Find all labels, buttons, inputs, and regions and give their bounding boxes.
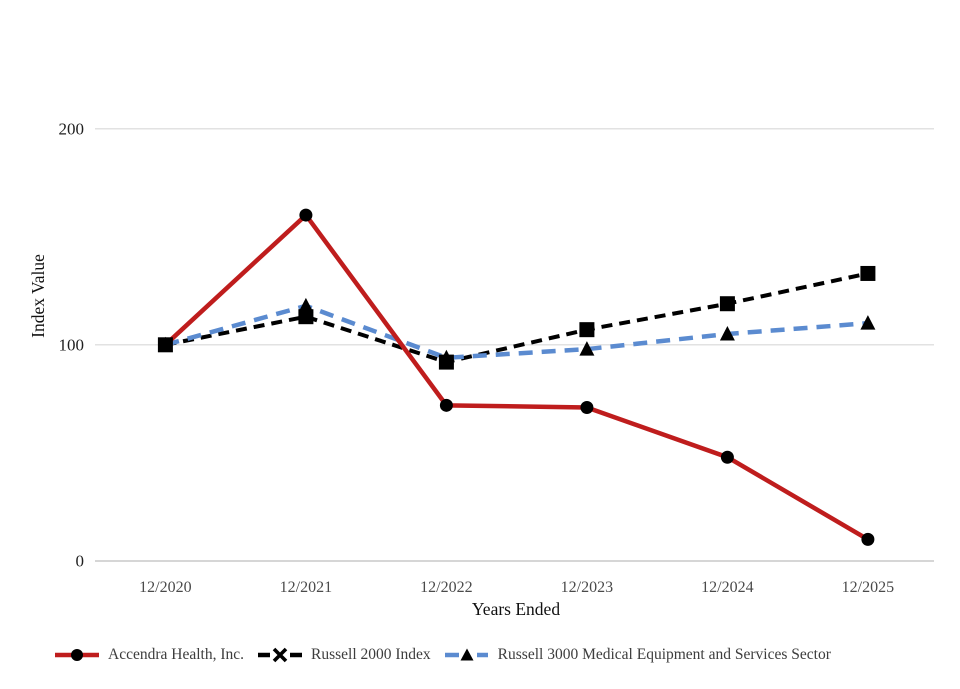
marker-circle-point-4 [720,450,734,464]
y-axis-ticks: 200 100 0 [59,120,85,571]
marker-triangle-point-5 [860,315,876,330]
x-tick-12-2024: 12/2024 [701,579,753,596]
legend-label-russell-2000: Russell 2000 Index [310,646,431,663]
russell-3000-dash-triangle-icon [444,648,488,661]
x-tick-12-2020: 12/2020 [139,579,191,596]
legend-item-russell-3000-medical: Russell 3000 Medical Equipment and Servi… [444,646,831,664]
marker-square-point-3 [579,322,595,338]
x-tick-12-2022: 12/2022 [420,579,472,596]
marker-circle-point-3 [580,400,594,414]
x-axis-title: Years Ended [472,599,560,619]
series-layer [157,208,876,546]
x-tick-12-2021: 12/2021 [280,579,332,596]
y-tick-200: 200 [59,120,85,139]
y-tick-0: 0 [76,552,85,571]
marker-circle-point-0 [158,338,172,352]
marker-triangle-point-3 [579,341,595,356]
series-line-0 [163,211,870,542]
y-tick-100: 100 [59,336,85,355]
series-line-1 [165,271,869,365]
marker-square-point-1 [298,309,314,325]
marker-triangle-point-2 [438,349,454,365]
legend-item-russell-2000: Russell 2000 Index [257,646,431,664]
marker-circle-point-5 [861,532,875,546]
performance-line-chart: 200 100 0 12/2020 12/2021 12/2022 12/202… [28,120,934,619]
legend-label-accendra: Accendra Health, Inc. [108,646,244,663]
russell-2000-dash-x-icon [257,647,302,663]
y-axis-title: Index Value [28,254,48,338]
marker-circle-point-1 [299,208,313,222]
marker-triangle-point-1 [298,297,314,313]
accendra-line-circle-icon [55,649,99,661]
x-tick-12-2025: 12/2025 [842,579,894,596]
marker-circle-point-2 [439,398,453,412]
marker-triangle-point-4 [719,325,735,341]
legend-item-accendra: Accendra Health, Inc. [54,646,244,664]
chart-legend: Accendra Health, Inc. Russell 2000 Index… [54,646,934,664]
marker-square-point-4 [719,296,735,312]
legend-label-russell-3000-medical: Russell 3000 Medical Equipment and Servi… [497,646,831,663]
marker-square-point-5 [860,265,876,281]
series-line-2 [164,303,869,361]
x-axis-ticks: 12/2020 12/2021 12/2022 12/2023 12/2024 … [139,579,894,596]
x-tick-12-2023: 12/2023 [561,579,613,596]
